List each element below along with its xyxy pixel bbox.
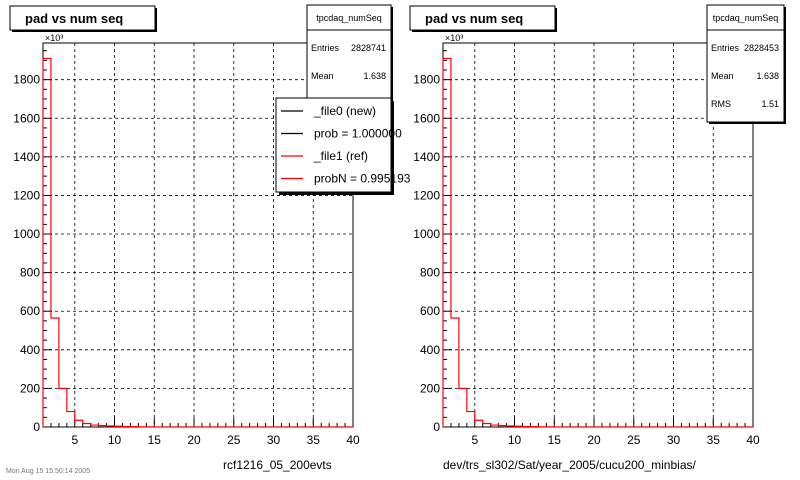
stats-label: Mean	[711, 71, 734, 81]
histogram-series	[442, 57, 753, 428]
stats-value: 2828453	[744, 43, 779, 53]
stats-name: tpcdaq_numSeq	[316, 13, 382, 23]
y-tick-label: 1200	[413, 188, 440, 202]
y-tick-label: 200	[20, 381, 40, 395]
title-box	[9, 5, 156, 31]
y-tick-label: 1600	[13, 111, 40, 125]
stats-value: 1.638	[363, 71, 386, 81]
y-tick-label: 0	[433, 420, 440, 434]
y-tick-label: 1800	[13, 73, 40, 87]
x-tick-label: 25	[627, 433, 641, 447]
x-tick-label: 25	[227, 433, 241, 447]
y-tick-label: 1400	[413, 150, 440, 164]
y-tick-label: 800	[20, 266, 40, 280]
stats-name: tpcdaq_numSeq	[713, 13, 779, 23]
stats-label: Entries	[311, 43, 340, 53]
plot-frame	[442, 42, 754, 428]
stats-label: RMS	[711, 99, 731, 109]
y-tick-label: 400	[420, 343, 440, 357]
x-tick-label: 5	[71, 433, 78, 447]
x-tick-label: 40	[746, 433, 760, 447]
y-tick-label: 200	[420, 381, 440, 395]
legend-label: prob = 1.000000	[314, 127, 402, 141]
axis-exponent: ×10³	[445, 33, 463, 43]
x-tick-label: 30	[267, 433, 281, 447]
x-tick-label: 15	[548, 433, 562, 447]
histogram-series	[42, 57, 353, 428]
x-tick-label: 10	[508, 433, 522, 447]
x-tick-label: 20	[587, 433, 601, 447]
x-tick-label: 40	[346, 433, 360, 447]
stats-label: Entries	[711, 43, 740, 53]
y-tick-label: 0	[33, 420, 40, 434]
x-tick-label: 10	[108, 433, 122, 447]
x-tick-label: 35	[307, 433, 321, 447]
legend: _file0 (new) prob = 1.000000 _file1 (ref) p…	[275, 97, 411, 195]
y-tick-label: 600	[20, 304, 40, 318]
timestamp-footer: Mon Aug 15 15:50:14 2005	[6, 468, 90, 475]
legend-label: probN = 0.995193	[314, 172, 411, 186]
x-axis-label: dev/trs_sl302/Sat/year_2005/cucu200_minb…	[443, 458, 696, 472]
legend-label: _file1 (ref)	[313, 149, 368, 163]
y-tick-label: 1600	[413, 111, 440, 125]
y-tick-label: 1800	[413, 73, 440, 87]
y-tick-label: 1200	[13, 188, 40, 202]
x-tick-label: 35	[707, 433, 721, 447]
legend-label: _file0 (new)	[313, 104, 376, 118]
y-tick-label: 1000	[413, 227, 440, 241]
x-axis-label: rcf1216_05_200evts	[223, 458, 332, 472]
stats-value: 2828741	[351, 43, 386, 53]
y-tick-label: 400	[20, 343, 40, 357]
stats-label: Mean	[311, 71, 334, 81]
x-tick-label: 5	[471, 433, 478, 447]
chart-panel-2: 5 10 15 20 25 30 35 400200400600800100012001400…	[409, 4, 786, 472]
y-tick-label: 600	[420, 304, 440, 318]
x-tick-label: 15	[148, 433, 162, 447]
stats-box: tpcdaq_numSeq Entries 2828453 Mean 1.638 RMS 1…	[706, 4, 786, 124]
stats-value: 1.51	[761, 99, 779, 109]
chart-panel-1: 5 10 15 20 25 30 35 400200400600800100012001400…	[9, 4, 411, 472]
stats-frame	[706, 4, 785, 123]
axis-exponent: ×10³	[45, 33, 63, 43]
title-box	[409, 5, 556, 31]
y-tick-label: 1400	[13, 150, 40, 164]
x-tick-label: 30	[667, 433, 681, 447]
chart-title: pad vs num seq	[25, 11, 123, 26]
y-tick-label: 1000	[13, 227, 40, 241]
y-tick-label: 800	[420, 266, 440, 280]
x-tick-label: 20	[187, 433, 201, 447]
stats-value: 1.638	[756, 71, 779, 81]
legend-frame	[275, 97, 392, 193]
chart-title: pad vs num seq	[425, 11, 523, 26]
